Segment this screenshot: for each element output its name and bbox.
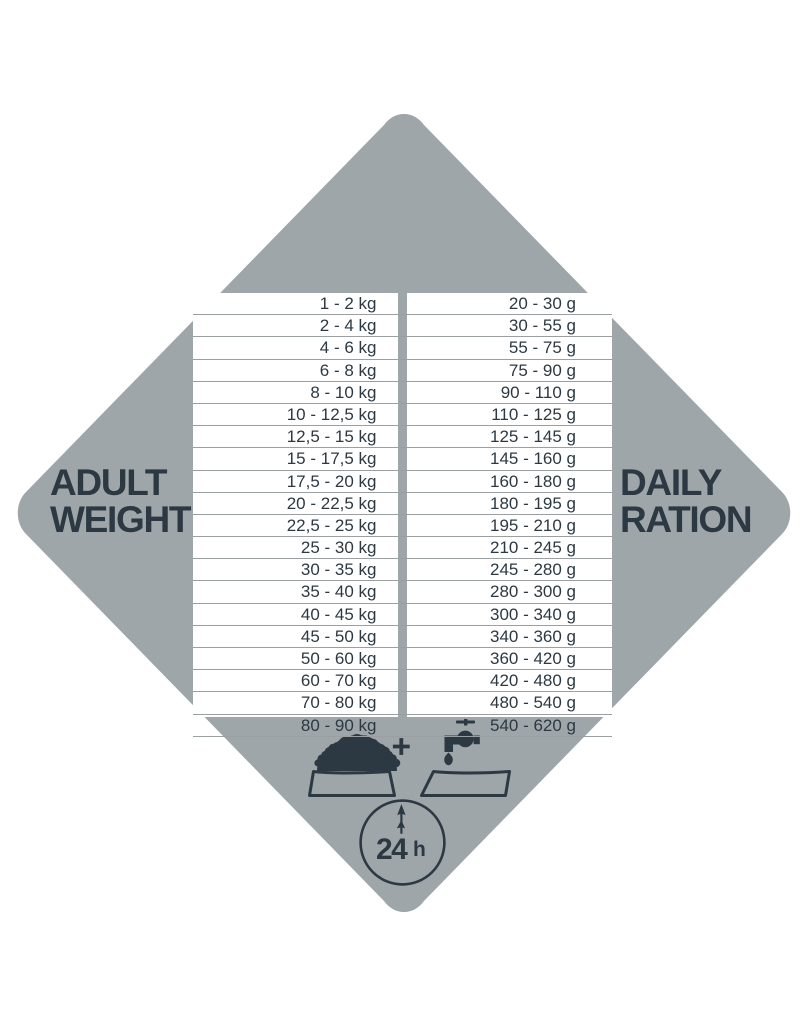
svg-text:h: h <box>413 838 426 861</box>
svg-text:24: 24 <box>376 833 408 866</box>
